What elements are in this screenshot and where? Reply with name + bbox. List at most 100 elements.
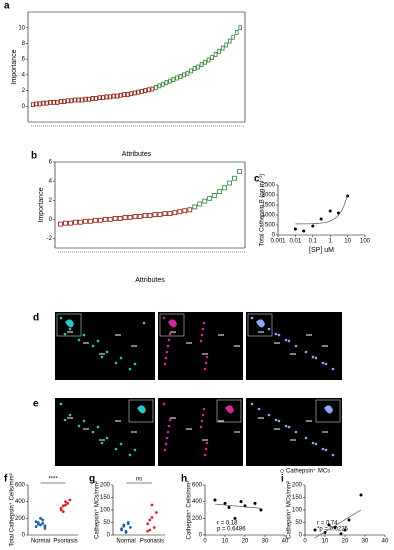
cell: [165, 350, 169, 354]
y-tick-label: -2: [47, 236, 53, 242]
point: [150, 516, 154, 519]
box: [55, 99, 60, 105]
cell: [59, 316, 63, 320]
cell: [68, 413, 72, 417]
fit-line: [214, 503, 262, 509]
box: [203, 59, 207, 65]
point: [239, 500, 243, 504]
cell: [324, 448, 328, 452]
y-tick-label: 4: [49, 179, 53, 185]
box: [196, 64, 200, 70]
cell: [168, 332, 172, 336]
cell: [314, 356, 318, 360]
box: [117, 215, 123, 221]
box: [147, 213, 153, 218]
cell: [59, 402, 63, 406]
inset-cell: [168, 319, 177, 328]
box: [210, 55, 214, 60]
y-tick-label: 50: [103, 520, 110, 526]
point: [66, 501, 70, 505]
cell: [304, 350, 308, 354]
box: [227, 38, 232, 44]
box: [97, 217, 103, 223]
cell: [201, 327, 205, 331]
x-tick-label: 40: [282, 539, 289, 545]
box: [189, 68, 193, 74]
y-axis-label: Cathepsin⁺ Cells/mm²: [186, 481, 193, 540]
point: [61, 504, 65, 508]
point: [152, 526, 156, 529]
panel-label: d: [33, 313, 39, 324]
panel-label: b: [31, 151, 37, 162]
cell: [267, 413, 271, 417]
y-tick-label: 400: [15, 499, 26, 505]
cell: [200, 333, 204, 337]
point: [311, 224, 315, 228]
box: [168, 78, 172, 84]
y-tick-label: 500: [265, 223, 276, 229]
point: [223, 501, 227, 505]
panel-label: g: [89, 474, 95, 485]
y-tick-label: 0: [22, 104, 26, 110]
box: [122, 215, 128, 220]
cell: [133, 448, 137, 452]
y-tick-label: 150: [292, 495, 303, 501]
y-tick-label: 0: [107, 533, 111, 539]
box: [52, 99, 56, 105]
cell: [200, 419, 204, 423]
cell: [142, 321, 146, 325]
channel-label: Cathepsin B: [161, 459, 194, 465]
box: [104, 94, 109, 100]
x-tick-label: 10: [222, 539, 229, 545]
inset: [128, 399, 154, 423]
y-tick-label: 50: [295, 520, 302, 526]
box: [143, 88, 148, 93]
box: [90, 96, 95, 101]
y-axis-label: Importance: [38, 187, 45, 222]
box: [175, 75, 179, 81]
point: [41, 518, 45, 522]
panel-label: e: [33, 399, 39, 410]
point: [343, 528, 347, 532]
box: [224, 42, 228, 48]
significance: ****: [48, 477, 58, 483]
box: [137, 214, 143, 219]
x-tick-label: 10: [322, 539, 329, 545]
y-tick-label: 0: [272, 233, 276, 239]
annotation: r = 0.74: [317, 521, 338, 527]
box: [157, 212, 163, 217]
box: [118, 92, 123, 98]
box: [77, 219, 83, 225]
cell: [91, 430, 95, 434]
y-axis-label: Total Cathepsin B (pg ml⁻¹): [260, 174, 266, 247]
y-tick-label: 200: [192, 516, 203, 522]
box: [68, 220, 73, 226]
box: [92, 217, 98, 223]
y-tick-label: 0: [199, 533, 203, 539]
y-tick-label: 150: [100, 495, 111, 501]
point: [347, 518, 351, 522]
cell: [311, 355, 315, 359]
y-tick-label: 2: [22, 88, 26, 94]
cell: [274, 418, 278, 422]
box: [108, 94, 112, 100]
cell: [294, 430, 298, 434]
y-tick-label: 10: [18, 25, 25, 31]
point: [129, 526, 132, 529]
point: [333, 526, 337, 529]
box: [199, 62, 204, 68]
box: [136, 89, 141, 95]
point: [64, 500, 67, 504]
box: [132, 214, 138, 219]
y-axis-label: Cathepsin⁺ MCs/mm²: [286, 481, 293, 539]
point: [126, 522, 130, 526]
box: [107, 216, 113, 222]
box: [202, 198, 208, 204]
box: [102, 216, 108, 222]
point: [327, 523, 331, 527]
cell: [168, 418, 172, 422]
cell: [133, 362, 137, 366]
inset-cell: [65, 319, 74, 328]
cell: [167, 338, 171, 342]
